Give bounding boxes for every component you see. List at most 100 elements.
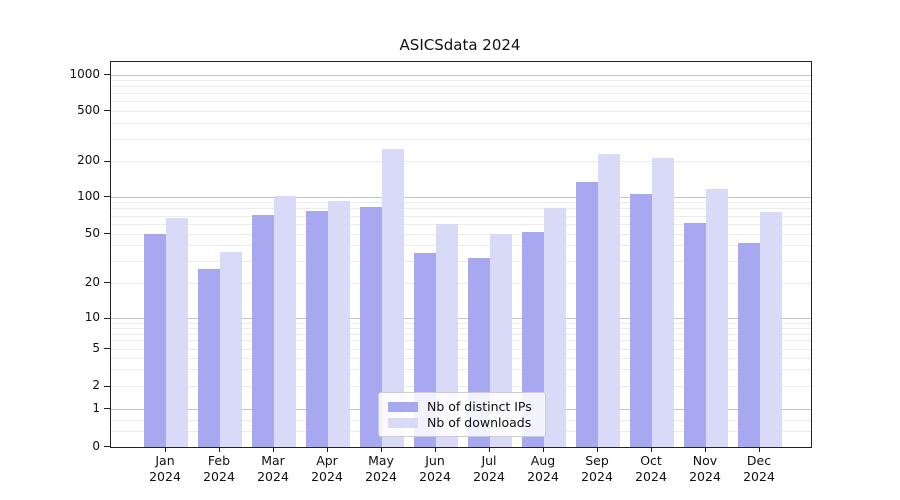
y-tick-label: 200 — [77, 153, 100, 167]
minor-gridline — [111, 86, 811, 88]
x-axis-tick — [759, 447, 760, 452]
y-tick-label: 1 — [92, 400, 100, 415]
x-axis-tick — [489, 447, 490, 452]
x-tick-label: Jul 2024 — [473, 453, 505, 484]
gridline — [111, 161, 811, 162]
legend-label-distinct-ips: Nb of distinct IPs — [427, 399, 532, 414]
y-axis-tick — [104, 233, 110, 234]
minor-gridline — [111, 357, 811, 359]
x-tick-label: Jan 2024 — [149, 453, 181, 484]
bar-feb-ips — [198, 268, 220, 447]
bar-nov-ips — [684, 223, 706, 447]
y-tick-label: 2 — [92, 378, 100, 392]
minor-gridline — [111, 327, 811, 329]
y-tick-label: 1000 — [69, 66, 100, 81]
y-axis-tick — [104, 196, 110, 197]
major-gridline — [111, 196, 811, 198]
legend-swatch-distinct-ips — [388, 401, 418, 412]
major-gridline — [111, 318, 811, 319]
y-axis-tick — [104, 317, 110, 319]
x-tick-label: Apr 2024 — [311, 453, 343, 484]
y-tick-label: 0 — [92, 438, 100, 453]
y-axis-tick — [104, 385, 110, 387]
bar-apr-ips — [306, 210, 328, 447]
x-axis-tick — [435, 447, 436, 452]
plot-area — [110, 61, 812, 448]
minor-gridline — [111, 138, 811, 140]
x-axis-tick — [651, 447, 652, 452]
gridline — [111, 110, 811, 112]
y-axis-tick — [104, 348, 110, 349]
x-axis-tick — [705, 447, 706, 452]
bar-sep-ips — [576, 182, 598, 447]
bar-apr-downloads — [328, 200, 350, 447]
legend-item-downloads: Nb of downloads — [388, 415, 536, 430]
x-tick-label: Dec 2024 — [743, 453, 775, 484]
legend: Nb of distinct IPs Nb of downloads — [378, 392, 546, 437]
x-axis-tick — [327, 447, 328, 452]
minor-gridline — [111, 202, 811, 204]
bar-jan-ips — [144, 234, 166, 447]
y-tick-label: 20 — [84, 274, 100, 289]
minor-gridline — [111, 223, 811, 225]
bar-oct-ips — [630, 194, 652, 447]
bar-may-ips — [360, 206, 382, 447]
bar-dec-ips — [738, 243, 760, 447]
bar-nov-downloads — [706, 188, 728, 447]
legend-swatch-downloads — [388, 417, 418, 428]
x-tick-label: Sep 2024 — [581, 453, 613, 484]
x-tick-label: May 2024 — [365, 453, 397, 484]
y-axis-tick — [104, 408, 110, 409]
y-axis-tick — [104, 74, 110, 75]
bar-feb-downloads — [220, 251, 242, 447]
y-axis-tick — [104, 282, 110, 283]
bar-mar-ips — [252, 214, 274, 447]
major-gridline — [111, 74, 811, 76]
y-axis-tick — [104, 160, 110, 162]
gridline — [111, 233, 811, 235]
x-axis-tick — [597, 447, 598, 452]
minor-gridline — [111, 208, 811, 210]
minor-gridline — [111, 215, 811, 217]
legend-label-downloads: Nb of downloads — [427, 415, 532, 430]
minor-gridline — [111, 333, 811, 335]
minor-gridline — [111, 79, 811, 81]
legend-item-distinct-ips: Nb of distinct IPs — [388, 399, 536, 414]
x-tick-label: Aug 2024 — [527, 453, 559, 484]
x-tick-label: Oct 2024 — [635, 453, 667, 484]
minor-gridline — [111, 260, 811, 262]
gridline — [111, 348, 811, 350]
bar-oct-downloads — [652, 158, 674, 447]
x-axis-tick — [219, 447, 220, 452]
minor-gridline — [111, 245, 811, 247]
bar-may-downloads — [382, 149, 404, 447]
gridline — [111, 282, 811, 284]
y-tick-label: 5 — [92, 340, 100, 355]
minor-gridline — [111, 369, 811, 371]
bar-mar-downloads — [274, 196, 296, 447]
minor-gridline — [111, 122, 811, 124]
chart-title: ASICSdata 2024 — [399, 36, 521, 54]
x-axis-tick — [273, 447, 274, 452]
x-tick-label: Jun 2024 — [419, 453, 451, 484]
y-tick-label: 500 — [77, 102, 100, 117]
bar-sep-downloads — [598, 153, 620, 447]
minor-gridline — [111, 322, 811, 324]
y-tick-label: 50 — [84, 225, 100, 240]
y-tick-label: 10 — [84, 310, 100, 324]
bar-jan-downloads — [166, 218, 188, 447]
x-tick-label: Mar 2024 — [257, 453, 289, 484]
minor-gridline — [111, 340, 811, 342]
x-tick-label: Nov 2024 — [689, 453, 721, 484]
x-axis-tick — [165, 447, 166, 452]
x-axis-tick — [381, 447, 382, 452]
bar-aug-downloads — [544, 208, 566, 447]
bar-jun-downloads — [436, 224, 458, 447]
x-tick-label: Feb 2024 — [203, 453, 235, 484]
gridline — [111, 386, 811, 387]
y-tick-label: 100 — [77, 188, 100, 203]
y-axis-tick — [104, 110, 110, 111]
bar-dec-downloads — [760, 211, 782, 447]
y-axis-tick — [104, 446, 110, 447]
